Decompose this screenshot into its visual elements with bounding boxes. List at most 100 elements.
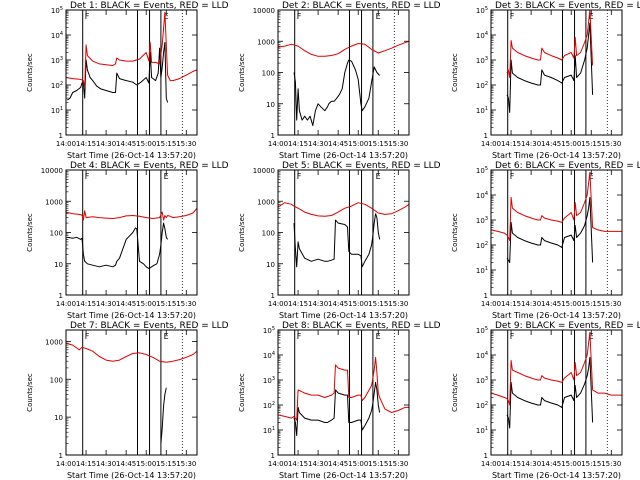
x-tick-label: 14:15 bbox=[501, 300, 521, 308]
x-tick-label: 14:00 bbox=[56, 140, 76, 148]
y-tick-label: 10000 bbox=[253, 167, 275, 175]
x-tick-label: 14:45 bbox=[541, 300, 561, 308]
panel-title: Det 9: BLACK = Events, RED = LLD bbox=[495, 321, 640, 331]
series-events-line bbox=[67, 42, 169, 103]
y-tick-label: 102 bbox=[51, 81, 63, 90]
detector-panel-8: Det 8: BLACK = Events, RED = LLD Counts/s… bbox=[238, 321, 441, 480]
series-lld-line bbox=[277, 202, 410, 217]
x-tick-label: 15:30 bbox=[176, 300, 196, 308]
y-tick-label: 10 bbox=[54, 414, 63, 422]
y-tick-label: 100 bbox=[50, 230, 63, 238]
panel-title: Det 5: BLACK = Events, RED = LLD bbox=[282, 161, 441, 171]
y-tick-label: 102 bbox=[476, 241, 488, 250]
detector-panel-4: Det 4: BLACK = Events, RED = LLD Counts/s… bbox=[26, 161, 229, 320]
y-tick-label: 102 bbox=[263, 401, 275, 410]
x-axis-label: Start Time (26-Oct-14 13:57:20) bbox=[279, 471, 408, 480]
plot-frame bbox=[490, 9, 623, 136]
x-tick-label: 14:00 bbox=[268, 140, 288, 148]
y-tick-label: 100 bbox=[50, 376, 63, 384]
plot-frame bbox=[277, 9, 410, 136]
y-tick-label: 104 bbox=[263, 351, 275, 360]
detector-panel-6: Det 6: BLACK = Events, RED = LLD Counts/s… bbox=[451, 161, 640, 320]
series-lld-line bbox=[490, 171, 622, 242]
y-tick-label: 104 bbox=[476, 31, 488, 40]
y-tick-label: 1 bbox=[484, 132, 488, 140]
y-tick-label: 103 bbox=[476, 376, 488, 385]
plot-frame bbox=[277, 169, 410, 296]
x-tick-label: 14:15 bbox=[288, 300, 308, 308]
x-tick-label: 14:45 bbox=[116, 460, 136, 468]
series-events-line bbox=[506, 22, 594, 113]
x-tick-label: 15:15 bbox=[156, 300, 176, 308]
plot-frame bbox=[65, 9, 198, 136]
series-events-line bbox=[506, 356, 594, 429]
detector-panel-9: Det 9: BLACK = Events, RED = LLD Counts/s… bbox=[451, 321, 640, 480]
x-tick-label: 14:30 bbox=[521, 460, 541, 468]
plot-frame bbox=[490, 329, 623, 456]
y-tick-label: 10000 bbox=[41, 167, 63, 175]
x-tick-label: 15:15 bbox=[581, 300, 601, 308]
series-lld-line bbox=[277, 356, 409, 421]
x-tick-label: 14:45 bbox=[541, 140, 561, 148]
x-tick-label: 15:30 bbox=[388, 140, 408, 148]
flag-label: F bbox=[510, 332, 515, 341]
x-tick-label: 15:15 bbox=[156, 140, 176, 148]
y-axis-label: Counts/sec bbox=[451, 53, 459, 92]
flag-label: E bbox=[376, 332, 381, 341]
y-tick-label: 10000 bbox=[253, 7, 275, 15]
x-tick-label: 14:45 bbox=[116, 140, 136, 148]
x-axis-label: Start Time (26-Oct-14 13:57:20) bbox=[67, 471, 196, 480]
x-tick-label: 14:30 bbox=[521, 140, 541, 148]
series-events-line bbox=[67, 222, 169, 270]
x-tick-label: 15:00 bbox=[348, 140, 368, 148]
series-lld-line bbox=[506, 9, 594, 78]
y-tick-label: 101 bbox=[476, 266, 488, 275]
detector-panel-1: Det 1: BLACK = Events, RED = LLD Counts/s… bbox=[26, 1, 229, 160]
panel-title: Det 4: BLACK = Events, RED = LLD bbox=[70, 161, 229, 171]
y-tick-label: 101 bbox=[51, 106, 63, 115]
x-tick-label: 15:30 bbox=[388, 460, 408, 468]
panel-title: Det 6: BLACK = Events, RED = LLD bbox=[495, 161, 640, 171]
x-tick-label: 15:00 bbox=[136, 460, 156, 468]
series-events-line bbox=[506, 196, 594, 263]
x-tick-label: 14:15 bbox=[501, 140, 521, 148]
y-tick-label: 101 bbox=[263, 426, 275, 435]
x-tick-label: 15:00 bbox=[136, 300, 156, 308]
y-tick-label: 103 bbox=[476, 216, 488, 225]
x-tick-label: 15:15 bbox=[368, 300, 388, 308]
y-tick-label: 1000 bbox=[45, 198, 63, 206]
x-tick-label: 15:00 bbox=[561, 460, 581, 468]
y-axis-label: Counts/sec bbox=[26, 53, 34, 92]
x-tick-label: 15:00 bbox=[561, 300, 581, 308]
y-tick-label: 1 bbox=[271, 292, 275, 300]
x-tick-label: 14:30 bbox=[308, 140, 328, 148]
x-tick-label: 15:30 bbox=[388, 300, 408, 308]
x-tick-label: 14:15 bbox=[501, 460, 521, 468]
x-tick-label: 14:30 bbox=[308, 300, 328, 308]
x-axis-label: Start Time (26-Oct-14 13:57:20) bbox=[67, 311, 196, 320]
y-tick-label: 1 bbox=[271, 452, 275, 460]
y-tick-label: 10 bbox=[266, 261, 275, 269]
flag-label: E bbox=[589, 172, 594, 181]
x-tick-label: 14:45 bbox=[328, 460, 348, 468]
y-tick-label: 104 bbox=[476, 351, 488, 360]
x-tick-label: 14:00 bbox=[268, 460, 288, 468]
y-tick-label: 10 bbox=[266, 101, 275, 109]
y-tick-label: 103 bbox=[476, 56, 488, 65]
y-tick-label: 104 bbox=[476, 191, 488, 200]
plot-frame bbox=[490, 169, 623, 296]
y-tick-label: 105 bbox=[476, 6, 488, 15]
plot-frame bbox=[65, 169, 198, 296]
x-tick-label: 15:15 bbox=[581, 460, 601, 468]
x-tick-label: 14:15 bbox=[76, 300, 96, 308]
x-tick-label: 15:15 bbox=[581, 140, 601, 148]
x-axis-label: Start Time (26-Oct-14 13:57:20) bbox=[279, 311, 408, 320]
flag-label: F bbox=[297, 12, 302, 21]
detector-panel-7: Det 7: BLACK = Events, RED = LLD Counts/s… bbox=[26, 321, 229, 480]
y-tick-label: 105 bbox=[476, 166, 488, 175]
panel-title: Det 8: BLACK = Events, RED = LLD bbox=[282, 321, 441, 331]
series-lld-line bbox=[277, 40, 410, 57]
x-tick-label: 14:30 bbox=[521, 300, 541, 308]
y-tick-label: 101 bbox=[476, 426, 488, 435]
y-axis-label: Counts/sec bbox=[26, 213, 34, 252]
